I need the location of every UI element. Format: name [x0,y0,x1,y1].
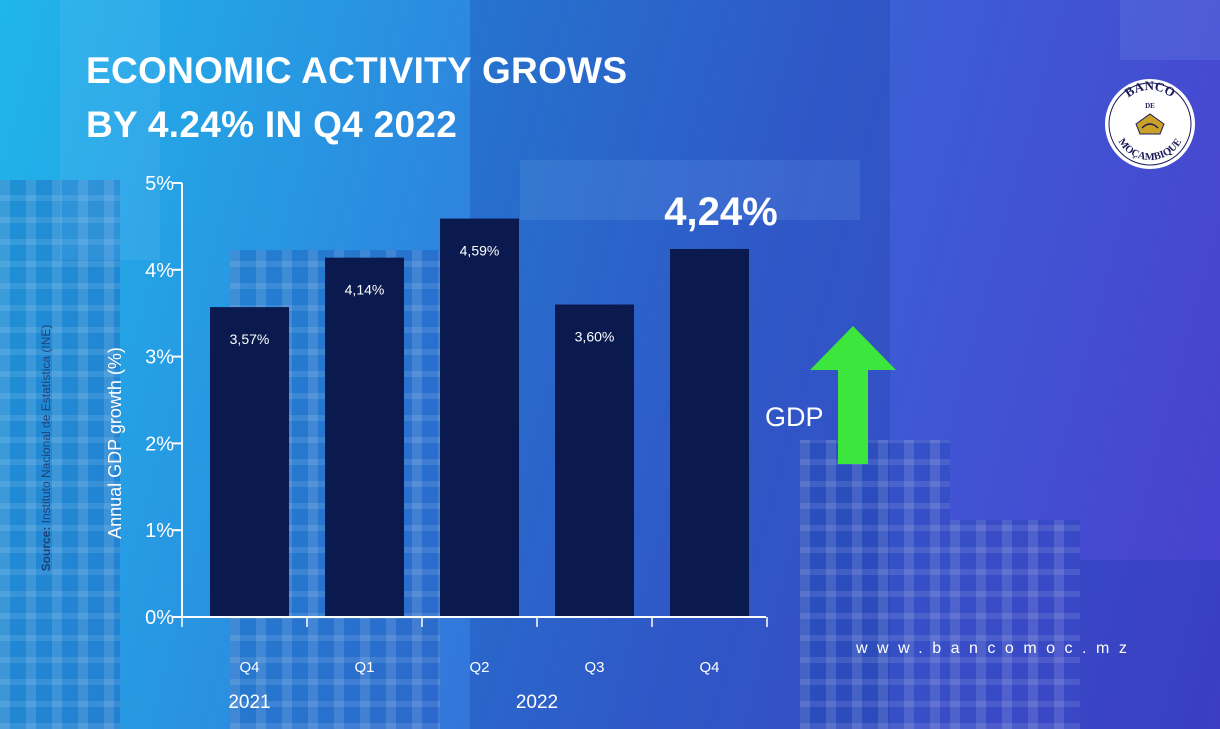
highlight-value: 4,24% [664,190,778,234]
title-line-1: ECONOMIC ACTIVITY GROWS [86,50,628,91]
bar-data-label-3: 4,59% [460,243,500,259]
x-group-label-1: 2021 [228,692,270,713]
bar-data-label-4: 3,60% [575,329,615,345]
y-tick-label-0: 0% [145,607,174,629]
x-tick-label-5: Q4 [699,659,719,676]
up-arrow-icon [810,326,896,464]
logo-middle-text: DE [1145,102,1155,110]
bars-group [210,218,749,617]
svg-text:BANCO: BANCO [1122,78,1178,100]
bar-3 [440,218,519,617]
x-tick-label-1: Q4 [239,659,259,676]
y-tick-label-1: 1% [145,520,174,542]
y-tick-label-2: 2% [145,433,174,455]
y-tick-label-4: 4% [145,260,174,282]
bank-seal-icon [1135,113,1165,135]
y-tick-label-3: 3% [145,347,174,369]
bar-1 [210,307,289,617]
gdp-label: GDP [765,402,824,432]
x-group-label-2: 2022 [516,692,558,713]
chart-labels-group: 3,57% Q4 4,14% Q1 4,59% Q2 3,60% Q3 Q4 2021 2022 0%… [105,173,720,713]
logo-ring [1108,82,1192,166]
y-axis-title: Annual GDP growth (%) [105,347,125,539]
x-tick-label-3: Q2 [469,659,489,676]
logo-top-text: BANCO [1122,78,1178,100]
bar-data-label-1: 3,57% [230,331,270,347]
bank-logo: BANCO MOÇAMBIQUE DE [1105,78,1195,169]
bar-4 [555,304,634,617]
bar-2 [325,257,404,617]
title-line-2: BY 4.24% IN Q4 2022 [86,104,458,145]
bar-5 [670,248,749,617]
y-tick-label-5: 5% [145,173,174,195]
arrow-shape [810,326,896,464]
website-url: www.bancomoc.mz [856,640,1137,657]
page-title: ECONOMIC ACTIVITY GROWS BY 4.24% IN Q4 2… [86,44,627,152]
x-tick-label-2: Q1 [354,659,374,676]
axes-group [172,182,768,627]
bar-data-label-2: 4,14% [345,282,385,298]
x-tick-label-4: Q3 [584,659,604,676]
